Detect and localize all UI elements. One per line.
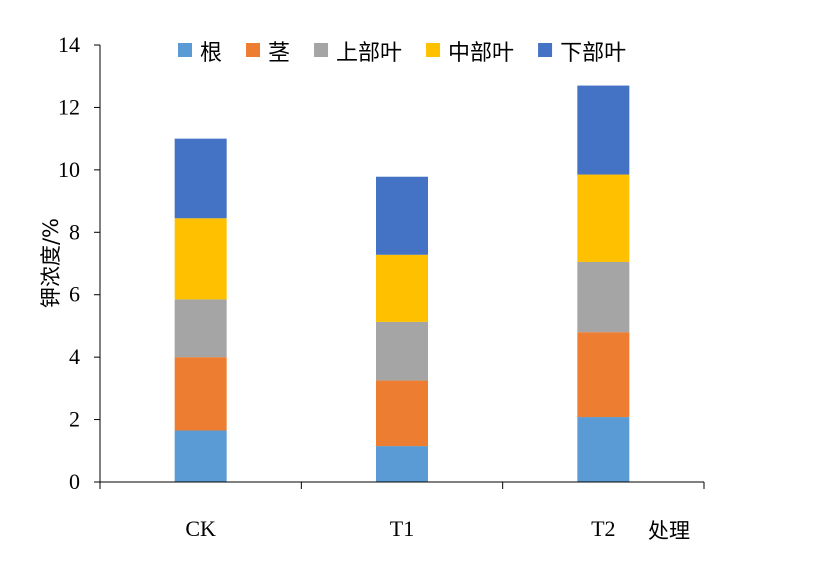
bar-segment (577, 332, 630, 418)
y-axis-label: 钾浓度/% (39, 218, 63, 308)
y-tick-label: 2 (69, 407, 80, 432)
legend-label: 下部叶 (560, 41, 626, 66)
y-tick-label: 8 (69, 219, 80, 244)
legend: 根 茎 上部叶 中部叶 下部叶 (178, 41, 626, 66)
x-axis-label: 处理 (648, 519, 690, 543)
legend-swatch (246, 43, 261, 57)
legend-label: 茎 (268, 41, 290, 66)
bars-layer (174, 85, 630, 482)
legend-label: 中部叶 (448, 41, 514, 66)
legend-swatch (426, 43, 441, 57)
x-tick-label: CK (185, 516, 216, 541)
bar-segment (376, 380, 428, 447)
y-tick-label: 6 (69, 282, 80, 307)
legend-swatch (538, 43, 553, 57)
bar-segment (376, 176, 428, 255)
y-tick-label: 10 (58, 157, 80, 182)
bar-segment (174, 430, 227, 482)
bar-segment (577, 417, 630, 482)
y-tick-label: 12 (58, 94, 80, 119)
bar-segment (577, 261, 630, 333)
y-tick-label: 14 (58, 32, 80, 57)
y-ticks: 0 2 4 6 8 10 12 14 (58, 32, 100, 494)
bar-segment (577, 174, 630, 262)
bar-segment (174, 138, 227, 219)
bar-segment (376, 321, 428, 381)
legend-label: 根 (200, 41, 222, 66)
x-tick-label: T1 (390, 516, 414, 541)
legend-swatch (314, 43, 329, 57)
bar-segment (174, 218, 227, 300)
bar-segment (376, 446, 428, 482)
y-tick-label: 4 (69, 344, 80, 369)
bar-segment (376, 254, 428, 322)
bar-segment (174, 299, 227, 358)
bar-segment (174, 357, 227, 431)
x-tick-label: T2 (591, 516, 615, 541)
bar-segment (577, 85, 630, 175)
y-tick-label: 0 (69, 469, 80, 494)
legend-label: 上部叶 (336, 41, 402, 66)
x-ticks: CK T1 T2 (99, 482, 705, 541)
legend-swatch (178, 43, 192, 57)
